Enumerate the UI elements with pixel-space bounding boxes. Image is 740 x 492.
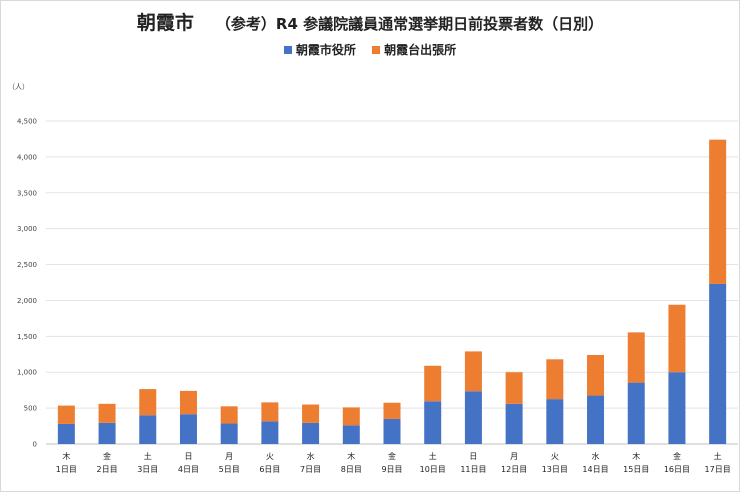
bar-city-hall (546, 399, 564, 444)
y-axis-unit: （人） (8, 83, 29, 91)
chart-legend: 朝霞市役所 朝霞台出張所 (0, 41, 740, 58)
y-tick-label: 4,500 (17, 118, 37, 126)
x-weekday-label: 木 (62, 451, 70, 461)
x-weekday-label: 火 (266, 452, 274, 461)
x-category-label: 16日目 (664, 465, 690, 474)
legend-label-city-hall: 朝霞市役所 (295, 43, 356, 57)
x-weekday-label: 水 (307, 451, 315, 461)
bar-city-hall (709, 283, 727, 444)
bar-branch-office (302, 404, 320, 423)
legend-swatch-city-hall (283, 45, 292, 54)
bar-city-hall (627, 382, 645, 444)
bar-branch-office (139, 389, 157, 416)
chart-title-sub: （参考）R4 参議院議員通常選挙期日前投票者数（日別） (215, 15, 604, 33)
y-tick-label: 0 (33, 441, 37, 449)
bar-branch-office (505, 372, 523, 404)
bar-branch-office (261, 402, 279, 422)
chart-title-main: 朝霞市 (136, 12, 194, 34)
bar-city-hall (424, 401, 442, 444)
y-tick-label: 4,000 (17, 153, 37, 161)
x-weekday-label: 金 (673, 451, 681, 461)
x-weekday-label: 土 (429, 451, 437, 461)
bar-branch-office (179, 390, 197, 415)
bar-branch-office (587, 354, 605, 396)
x-category-label: 4日目 (178, 465, 199, 474)
x-category-label: 14日目 (582, 465, 608, 474)
x-weekday-label: 日 (469, 452, 477, 461)
bar-branch-office (546, 359, 564, 400)
x-category-label: 3日目 (137, 465, 158, 474)
bar-city-hall (587, 395, 605, 444)
x-weekday-label: 火 (551, 452, 559, 461)
bar-city-hall (179, 414, 197, 444)
x-weekday-label: 金 (103, 451, 111, 461)
legend-item-city-hall: 朝霞市役所 (283, 41, 356, 58)
y-tick-label: 1,500 (17, 333, 37, 341)
x-weekday-label: 土 (714, 451, 722, 461)
x-category-label: 7日目 (300, 465, 321, 474)
x-weekday-label: 月 (510, 452, 518, 461)
y-tick-label: 2,500 (17, 261, 37, 269)
bar-city-hall (98, 422, 116, 444)
x-category-label: 17日目 (705, 465, 731, 474)
bar-branch-office (220, 406, 238, 424)
bar-city-hall (668, 372, 686, 444)
x-category-label: 2日目 (97, 465, 118, 474)
x-category-label: 11日目 (460, 465, 486, 474)
bar-branch-office (709, 139, 727, 284)
bar-city-hall (302, 422, 320, 444)
x-weekday-label: 水 (592, 451, 600, 461)
x-category-label: 13日目 (542, 465, 568, 474)
bar-branch-office (627, 332, 645, 383)
bar-branch-office (424, 365, 442, 402)
x-weekday-label: 日 (184, 452, 192, 461)
x-category-label: 8日目 (341, 465, 362, 474)
x-category-label: 12日目 (501, 465, 527, 474)
bar-branch-office (57, 405, 75, 424)
bar-city-hall (464, 391, 482, 444)
bar-city-hall (383, 418, 401, 444)
x-category-label: 6日目 (259, 465, 280, 474)
bar-branch-office (668, 304, 686, 373)
legend-item-branch-office: 朝霞台出張所 (372, 41, 456, 58)
y-tick-label: 500 (24, 405, 37, 413)
bar-city-hall (342, 425, 360, 444)
y-tick-label: 2,000 (17, 297, 37, 305)
x-weekday-label: 木 (632, 451, 640, 461)
bar-branch-office (383, 402, 401, 419)
bar-branch-office (464, 351, 482, 392)
bar-city-hall (139, 415, 157, 444)
bar-branch-office (342, 407, 360, 426)
bar-branch-office (98, 403, 116, 423)
bar-city-hall (220, 423, 238, 444)
x-category-label: 9日目 (381, 465, 402, 474)
x-category-label: 5日目 (219, 465, 240, 474)
legend-label-branch-office: 朝霞台出張所 (384, 43, 457, 57)
chart-title: 朝霞市 （参考）R4 参議院議員通常選挙期日前投票者数（日別） (0, 8, 740, 35)
bar-city-hall (261, 421, 279, 444)
y-tick-label: 3,000 (17, 225, 37, 233)
x-category-label: 15日目 (623, 465, 649, 474)
x-category-label: 10日目 (420, 465, 446, 474)
x-category-label: 1日目 (56, 465, 77, 474)
legend-swatch-branch-office (372, 45, 381, 54)
bar-city-hall (57, 423, 75, 444)
x-weekday-label: 土 (144, 451, 152, 461)
x-weekday-label: 金 (388, 451, 396, 461)
bar-city-hall (505, 403, 523, 444)
y-tick-label: 1,000 (17, 369, 37, 377)
y-tick-label: 3,500 (17, 189, 37, 197)
x-weekday-label: 月 (225, 452, 233, 461)
x-weekday-label: 木 (347, 451, 355, 461)
